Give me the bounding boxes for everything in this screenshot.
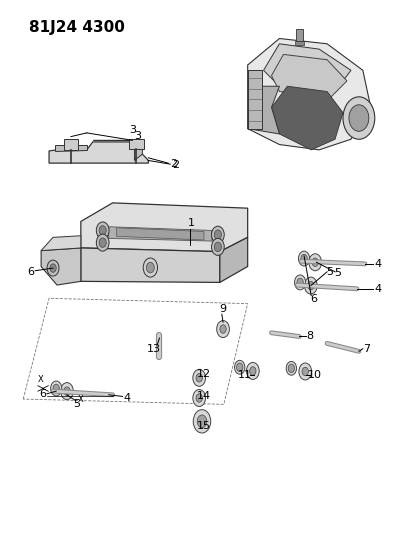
Polygon shape	[264, 44, 351, 92]
Circle shape	[220, 325, 226, 333]
Circle shape	[286, 361, 296, 375]
Circle shape	[96, 234, 109, 251]
Circle shape	[255, 97, 260, 103]
Circle shape	[294, 275, 306, 290]
Text: 13: 13	[147, 344, 161, 354]
Circle shape	[234, 360, 245, 374]
Text: 9: 9	[220, 304, 227, 314]
Text: X: X	[38, 375, 44, 384]
Circle shape	[255, 83, 260, 90]
Text: 81J24 4300: 81J24 4300	[29, 20, 125, 35]
Text: 4: 4	[374, 259, 381, 269]
Polygon shape	[41, 248, 81, 285]
Text: 4: 4	[374, 284, 381, 294]
Text: 3: 3	[134, 131, 142, 141]
Text: 5: 5	[326, 267, 333, 277]
Circle shape	[297, 278, 303, 287]
Circle shape	[64, 387, 70, 395]
Circle shape	[246, 362, 259, 379]
Circle shape	[99, 238, 106, 247]
Bar	[296, 29, 303, 41]
Circle shape	[146, 262, 154, 273]
Polygon shape	[109, 227, 212, 241]
Circle shape	[308, 281, 314, 290]
Circle shape	[50, 264, 56, 272]
Polygon shape	[41, 236, 81, 251]
Circle shape	[214, 230, 222, 239]
Text: 6: 6	[40, 389, 46, 399]
Text: 10: 10	[308, 370, 322, 380]
Polygon shape	[81, 248, 220, 282]
Circle shape	[255, 113, 260, 119]
Polygon shape	[64, 139, 78, 150]
Polygon shape	[134, 144, 142, 160]
Circle shape	[212, 238, 224, 255]
Circle shape	[47, 260, 59, 276]
Polygon shape	[55, 144, 87, 151]
Text: 5: 5	[73, 399, 80, 409]
Text: 11: 11	[238, 370, 252, 380]
Text: 1: 1	[188, 218, 195, 228]
Circle shape	[301, 254, 307, 263]
Circle shape	[304, 277, 317, 294]
Text: 6: 6	[27, 267, 34, 277]
Text: 5: 5	[334, 269, 341, 278]
Text: 7: 7	[363, 344, 370, 354]
Circle shape	[51, 381, 62, 396]
Text: 8: 8	[306, 332, 314, 342]
Text: 6: 6	[310, 294, 318, 304]
Circle shape	[193, 410, 211, 433]
Polygon shape	[49, 142, 148, 163]
Circle shape	[193, 369, 206, 386]
Circle shape	[288, 364, 294, 373]
Circle shape	[343, 97, 375, 139]
Text: 4: 4	[124, 393, 131, 403]
Circle shape	[196, 374, 202, 382]
Text: 2: 2	[170, 159, 177, 169]
Polygon shape	[116, 228, 204, 240]
Circle shape	[96, 222, 109, 239]
Bar	[294, 41, 304, 45]
Text: 12: 12	[197, 369, 211, 378]
Circle shape	[302, 367, 308, 376]
Circle shape	[193, 390, 206, 407]
Text: 3: 3	[129, 125, 136, 135]
Circle shape	[298, 251, 310, 266]
Circle shape	[217, 320, 229, 337]
Polygon shape	[272, 54, 347, 97]
Circle shape	[299, 363, 312, 380]
Circle shape	[349, 105, 369, 131]
Polygon shape	[81, 203, 248, 252]
Circle shape	[99, 225, 106, 235]
Circle shape	[214, 242, 222, 252]
Polygon shape	[220, 237, 248, 282]
Polygon shape	[272, 86, 343, 150]
Text: X: X	[78, 395, 84, 403]
Circle shape	[196, 394, 202, 402]
Polygon shape	[248, 86, 280, 134]
Text: 14: 14	[197, 391, 211, 401]
Circle shape	[236, 363, 243, 372]
Circle shape	[197, 415, 207, 427]
Circle shape	[212, 226, 224, 243]
Circle shape	[60, 383, 73, 400]
Circle shape	[53, 384, 59, 393]
Polygon shape	[248, 70, 262, 128]
Circle shape	[250, 367, 256, 375]
Circle shape	[309, 254, 322, 271]
Circle shape	[312, 258, 318, 266]
Circle shape	[143, 258, 158, 277]
Text: 2: 2	[172, 160, 179, 169]
Polygon shape	[129, 139, 144, 149]
Text: 15: 15	[197, 421, 211, 431]
Polygon shape	[248, 38, 371, 150]
